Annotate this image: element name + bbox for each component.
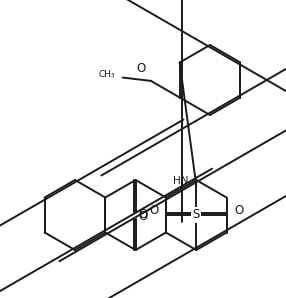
Text: S: S [192, 209, 200, 221]
Text: O: O [149, 204, 158, 218]
Text: O: O [138, 210, 147, 223]
Text: O: O [234, 204, 243, 218]
Text: O: O [138, 208, 147, 221]
Text: HN: HN [173, 176, 188, 186]
Text: O: O [137, 62, 146, 75]
Text: CH₃: CH₃ [98, 70, 115, 79]
